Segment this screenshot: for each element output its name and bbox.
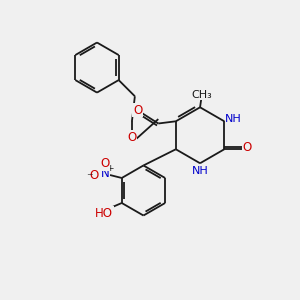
Text: O: O — [90, 169, 99, 182]
Text: HO: HO — [95, 207, 113, 220]
Text: O: O — [100, 157, 109, 170]
Text: +: + — [106, 164, 113, 173]
Text: ⁻: ⁻ — [86, 172, 93, 184]
Text: CH₃: CH₃ — [191, 90, 212, 100]
Text: O: O — [133, 104, 142, 117]
Text: N: N — [100, 167, 109, 180]
Text: NH: NH — [225, 114, 242, 124]
Text: NH: NH — [192, 167, 208, 176]
Text: O: O — [127, 131, 136, 144]
Text: O: O — [243, 141, 252, 154]
